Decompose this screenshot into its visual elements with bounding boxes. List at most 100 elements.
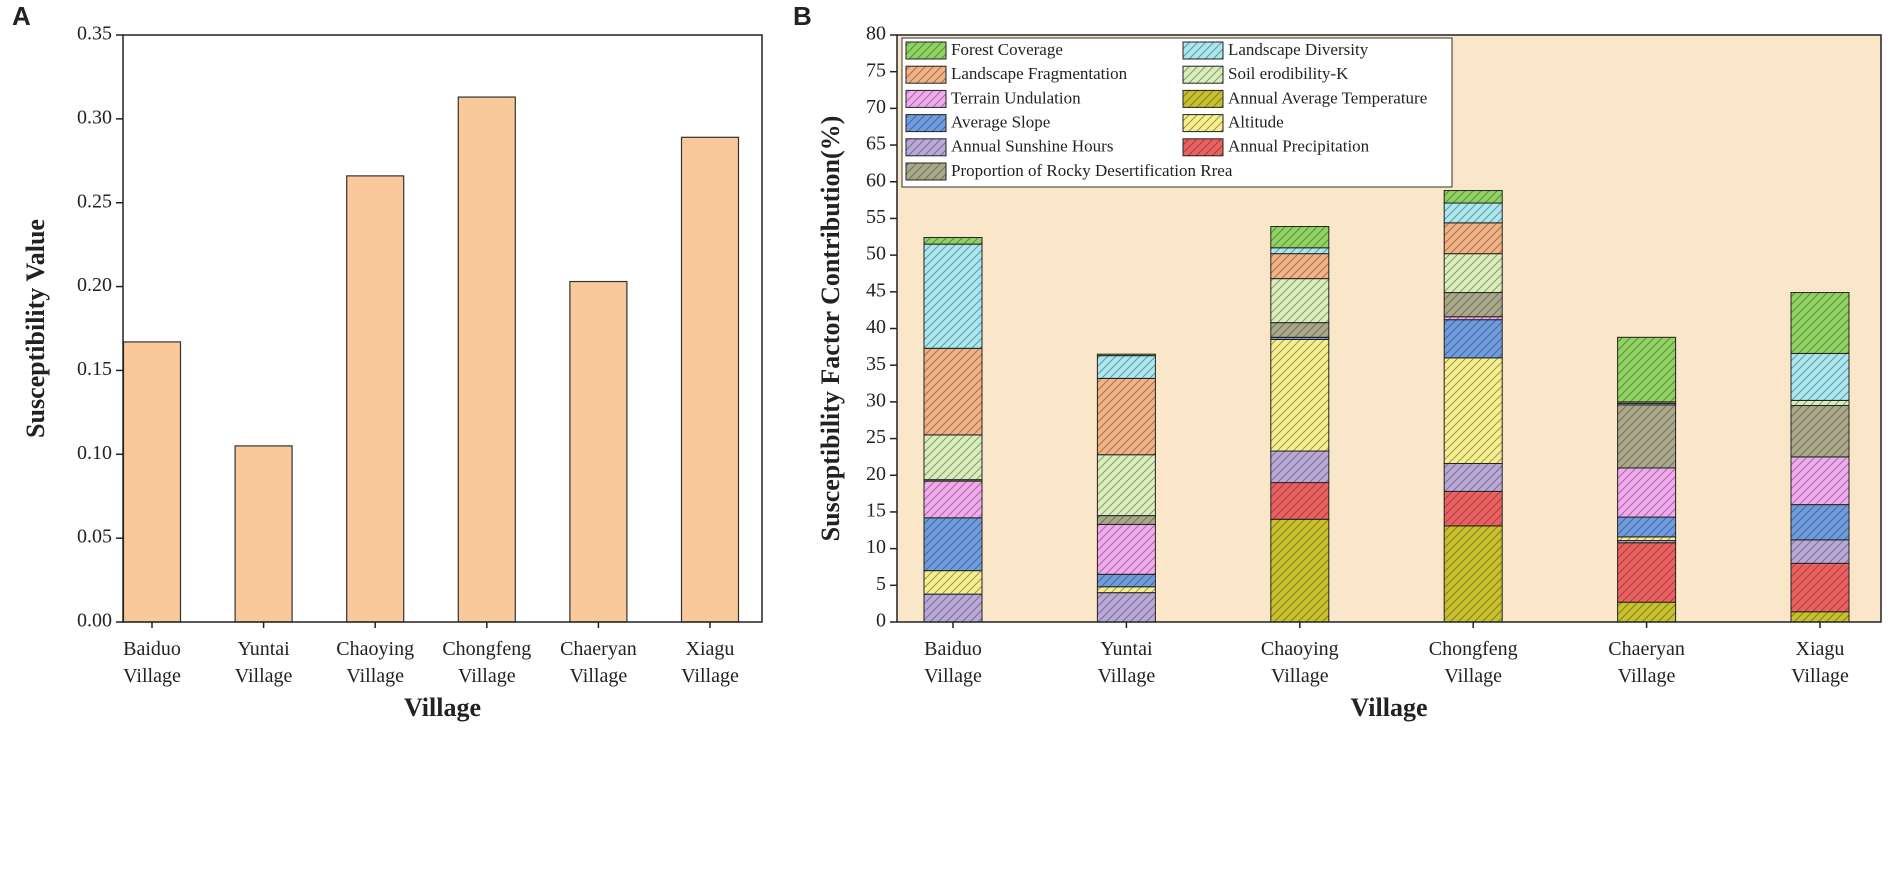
legend-label: Terrain Undulation [951, 88, 1081, 107]
bar-segment [1096, 523, 1156, 575]
bar-segment [1270, 247, 1330, 255]
x-tick-label: Yuntai Village [235, 638, 293, 687]
x-axis-title: Village [404, 693, 481, 722]
x-tick-label: Baiduo Village [123, 638, 181, 687]
bar-segment [1096, 454, 1156, 517]
bar-segment [1443, 222, 1503, 255]
legend-swatch [905, 114, 947, 133]
bar [680, 136, 740, 623]
legend-swatch [1182, 41, 1224, 60]
y-tick-label: 5 [876, 573, 886, 595]
legend-label: Annual Sunshine Hours [951, 137, 1113, 156]
y-tick-label: 0.05 [77, 526, 112, 548]
y-tick-label: 45 [866, 279, 886, 301]
bar-segment [923, 243, 983, 349]
legend-swatch [1182, 138, 1224, 157]
bar-segment [1617, 467, 1677, 518]
bar-segment [1617, 516, 1677, 538]
y-tick-label: 25 [866, 426, 886, 448]
bar [457, 96, 516, 623]
x-tick-label: Chongfeng Village [442, 638, 531, 687]
bar-segment [923, 347, 983, 436]
bar-segment [1443, 253, 1503, 294]
bar-segment [1790, 562, 1850, 613]
bar-segment [1790, 352, 1850, 401]
bar-segment [1443, 202, 1503, 224]
bar-segment [923, 237, 983, 245]
y-tick-label: 75 [866, 59, 886, 81]
legend-swatch [1182, 89, 1224, 108]
x-tick-label: Xiagu Village [1791, 638, 1849, 687]
panel-label: A [12, 1, 31, 31]
bar-segment [1270, 253, 1330, 280]
y-tick-label: 0.15 [77, 358, 112, 380]
legend-label: Proportion of Rocky Desertification Rrea [951, 161, 1233, 180]
y-tick-label: 0.20 [77, 274, 112, 296]
bar-segment [1617, 336, 1677, 403]
bar-segment [1270, 322, 1330, 338]
legend-label: Landscape Diversity [1228, 40, 1369, 59]
y-tick-label: 20 [866, 463, 886, 485]
plot-frame [896, 34, 1882, 623]
x-tick-label: Chaeryan Village [560, 638, 637, 687]
bar-segment [1790, 399, 1850, 407]
x-tick-label: Baiduo Village [924, 638, 982, 687]
legend-swatch [1182, 65, 1224, 84]
y-axis-title: Susceptibility Factor Contribution(%) [816, 116, 845, 542]
bar-segment [1270, 278, 1330, 324]
legend-label: Average Slope [951, 113, 1050, 132]
bar-segment [1096, 592, 1156, 623]
bar-segment [1096, 586, 1156, 594]
bar-segment [923, 434, 983, 481]
bar-segment [1790, 504, 1850, 541]
legend-label: Landscape Fragmentation [951, 64, 1128, 83]
bar-segment [1270, 226, 1330, 249]
y-tick-label: 0.00 [77, 610, 112, 632]
x-tick-label: Yuntai Village [1098, 638, 1156, 687]
y-tick-label: 60 [866, 169, 886, 191]
y-axis-title: Susceptibility Value [21, 219, 50, 438]
bar [234, 445, 293, 623]
bar-segment [1617, 542, 1677, 603]
y-tick-label: 15 [866, 500, 886, 522]
bar [122, 341, 182, 623]
bar [346, 175, 405, 623]
bar-segment [1443, 190, 1503, 204]
bar-segment [1096, 573, 1156, 588]
bar-segment [923, 517, 983, 572]
bar-segment [1096, 515, 1156, 525]
y-tick-label: 70 [866, 96, 886, 118]
bar-segment [1096, 355, 1156, 379]
panel-label: B [793, 1, 812, 31]
x-axis-title: Village [1350, 693, 1427, 722]
y-tick-label: 0.10 [77, 442, 112, 464]
y-tick-label: 65 [866, 133, 886, 155]
bar-segment [1790, 611, 1850, 623]
legend-label: Forest Coverage [951, 40, 1063, 59]
x-tick-label: Chaoying Village [1261, 638, 1339, 687]
x-tick-label: Chaoying Village [336, 638, 414, 687]
bar-segment [1270, 450, 1330, 484]
bar-segment [1443, 357, 1503, 465]
x-tick-label: Chaeryan Village [1608, 638, 1685, 687]
bar-segment [1270, 339, 1330, 452]
legend-swatch [1182, 114, 1224, 133]
legend-label: Annual Average Temperature [1228, 88, 1427, 107]
y-tick-label: 80 [866, 23, 886, 45]
legend-swatch [905, 89, 947, 108]
bar [569, 280, 628, 623]
y-tick-label: 40 [866, 316, 886, 338]
legend-label: Soil erodibility-K [1228, 64, 1349, 83]
legend-swatch [905, 41, 947, 60]
bar-segment [1443, 319, 1503, 359]
bar-segment [923, 480, 983, 519]
bar-segment [1790, 292, 1850, 354]
bar-segment [1270, 482, 1330, 520]
bar-segment [1617, 601, 1677, 623]
bar-segment [1790, 456, 1850, 506]
bar-segment [1790, 405, 1850, 458]
bar-segment [1270, 518, 1330, 623]
bar-segment [1443, 525, 1503, 623]
bar-segment [1096, 377, 1156, 456]
